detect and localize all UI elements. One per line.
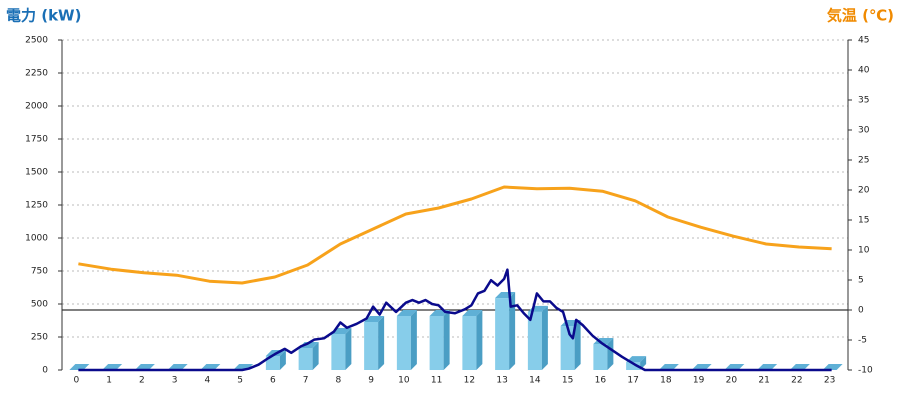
bar	[298, 347, 313, 370]
y2-tick-label: 5	[858, 276, 864, 286]
bar	[495, 298, 510, 370]
y-tick-label: 1750	[25, 135, 48, 145]
bar	[593, 343, 608, 370]
bar-top	[167, 364, 188, 370]
line	[78, 268, 832, 372]
y-axis-title: 電力 (kW)	[6, 7, 81, 25]
x-tick-label: 8	[336, 376, 342, 386]
bar-top	[102, 364, 123, 370]
y-tick-label: 0	[42, 366, 48, 376]
y2-tick-label: 0	[858, 306, 864, 316]
bar-side	[443, 310, 450, 370]
x-tick-label: 13	[496, 376, 507, 386]
bar-side	[410, 310, 417, 370]
x-tick-label: 9	[368, 376, 374, 386]
bar-side	[574, 320, 581, 370]
x-tick-label: 16	[595, 376, 607, 386]
bar	[560, 326, 575, 370]
line	[78, 185, 832, 285]
bar-top	[724, 364, 745, 370]
x-tick-label: 4	[205, 376, 211, 386]
bar	[364, 321, 379, 370]
bar-side	[607, 337, 614, 370]
x-tick-label: 11	[431, 376, 442, 386]
bar-top	[789, 364, 810, 370]
bar-top	[364, 315, 385, 322]
bar-top	[691, 364, 712, 370]
bar-side	[378, 315, 385, 370]
x-tick-label: 18	[660, 376, 672, 386]
y-tick-label: 250	[31, 333, 48, 343]
bar-top	[69, 364, 90, 370]
y-tick-label: 500	[31, 300, 48, 310]
bar-side	[345, 327, 352, 370]
bar-side	[279, 350, 286, 370]
x-tick-label: 0	[74, 376, 80, 386]
bar-top	[757, 364, 778, 370]
y-tick-label: 750	[31, 267, 48, 277]
bar-side	[476, 310, 483, 370]
x-tick-label: 23	[824, 376, 835, 386]
y2-tick-label: 45	[858, 36, 869, 46]
x-tick-label: 20	[726, 376, 738, 386]
bar-side	[541, 305, 548, 370]
bar	[429, 316, 444, 370]
y-tick-label: 1000	[25, 234, 48, 244]
y2-tick-label: 25	[858, 156, 869, 166]
y-tick-label: 1250	[25, 201, 48, 211]
y2-tick-label: 15	[858, 216, 869, 226]
bar	[265, 356, 280, 370]
bar-top	[200, 364, 221, 370]
y2-tick-label: 10	[858, 246, 870, 256]
x-tick-label: 19	[693, 376, 705, 386]
y2-tick-label: 30	[858, 126, 870, 136]
y2-tick-label: 35	[858, 96, 869, 106]
bar-side	[640, 356, 647, 370]
x-tick-label: 14	[529, 376, 541, 386]
x-tick-label: 17	[627, 376, 638, 386]
bar-top	[396, 310, 417, 317]
y-tick-label: 2500	[25, 36, 48, 46]
x-tick-label: 3	[172, 376, 178, 386]
y2-tick-label: 20	[858, 186, 870, 196]
bar	[396, 316, 411, 370]
x-tick-label: 5	[237, 376, 243, 386]
y2-axis-title: 気温 (℃)	[827, 7, 894, 25]
x-tick-label: 1	[106, 376, 112, 386]
x-tick-label: 22	[791, 376, 802, 386]
x-tick-label: 2	[139, 376, 145, 386]
y2-tick-label: -10	[858, 366, 873, 376]
bar	[462, 316, 477, 370]
x-tick-label: 15	[562, 376, 573, 386]
y2-tick-label: 40	[858, 66, 870, 76]
bar	[331, 333, 346, 370]
y-tick-label: 2250	[25, 69, 48, 79]
bar-side	[312, 341, 319, 370]
x-tick-label: 10	[398, 376, 410, 386]
bar-side	[509, 292, 516, 370]
x-tick-label: 7	[303, 376, 309, 386]
y-tick-label: 2000	[25, 102, 48, 112]
bar-top	[658, 364, 679, 370]
bar-top	[626, 356, 647, 363]
bar-top	[462, 310, 483, 317]
x-tick-label: 6	[270, 376, 276, 386]
x-tick-label: 12	[464, 376, 475, 386]
x-tick-label: 21	[758, 376, 769, 386]
bar	[527, 311, 542, 370]
bar-top	[822, 364, 843, 370]
y-tick-label: 1500	[25, 168, 48, 178]
y2-tick-label: -5	[858, 336, 867, 346]
bar	[626, 362, 641, 370]
bar-top	[134, 364, 155, 370]
